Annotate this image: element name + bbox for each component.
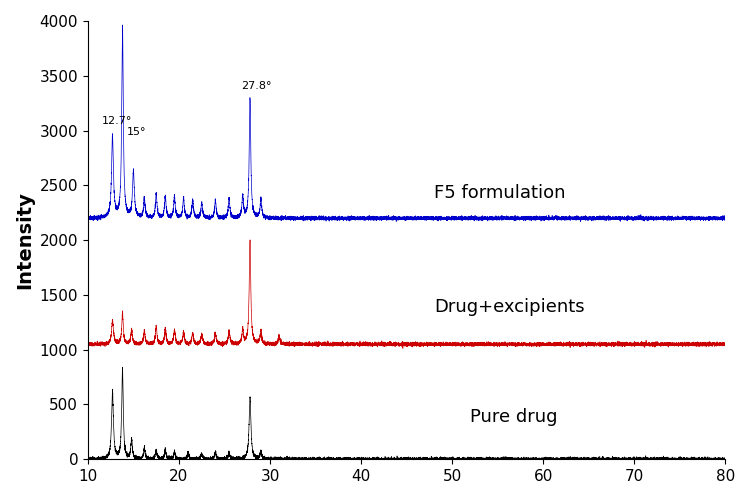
- Text: Drug+excipients: Drug+excipients: [434, 298, 584, 316]
- Text: 12.7°: 12.7°: [101, 116, 132, 126]
- Text: Pure drug: Pure drug: [470, 408, 558, 426]
- Text: 15°: 15°: [127, 127, 146, 137]
- Text: 27.8°: 27.8°: [241, 81, 272, 91]
- Text: F5 formulation: F5 formulation: [434, 184, 566, 202]
- Y-axis label: Intensity: Intensity: [15, 191, 34, 289]
